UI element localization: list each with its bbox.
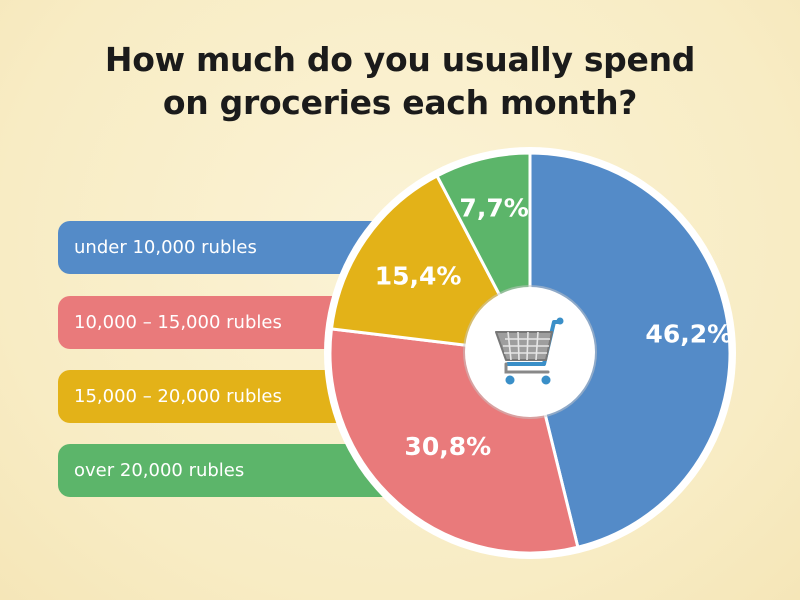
slice-label-over-20000: 7,7% xyxy=(459,193,528,222)
slice-label-under-10000: 46,2% xyxy=(645,320,732,349)
title-line-1: How much do you usually spend xyxy=(104,40,696,79)
pie-slice-under-10000 xyxy=(528,151,732,549)
legend-label: 15,000 – 20,000 rubles xyxy=(74,386,282,407)
slice-label-15000-20000: 15,4% xyxy=(375,262,462,291)
title-line-2: on groceries each month? xyxy=(162,83,638,122)
shopping-cart-icon xyxy=(495,317,564,385)
legend-label: under 10,000 rubles xyxy=(74,237,257,258)
legend-label: over 20,000 rubles xyxy=(74,460,245,481)
slice-label-10000-15000: 30,8% xyxy=(404,432,491,461)
legend-label: 10,000 – 15,000 rubles xyxy=(74,312,282,333)
chart-title: How much do you usually spend on groceri… xyxy=(40,38,760,124)
